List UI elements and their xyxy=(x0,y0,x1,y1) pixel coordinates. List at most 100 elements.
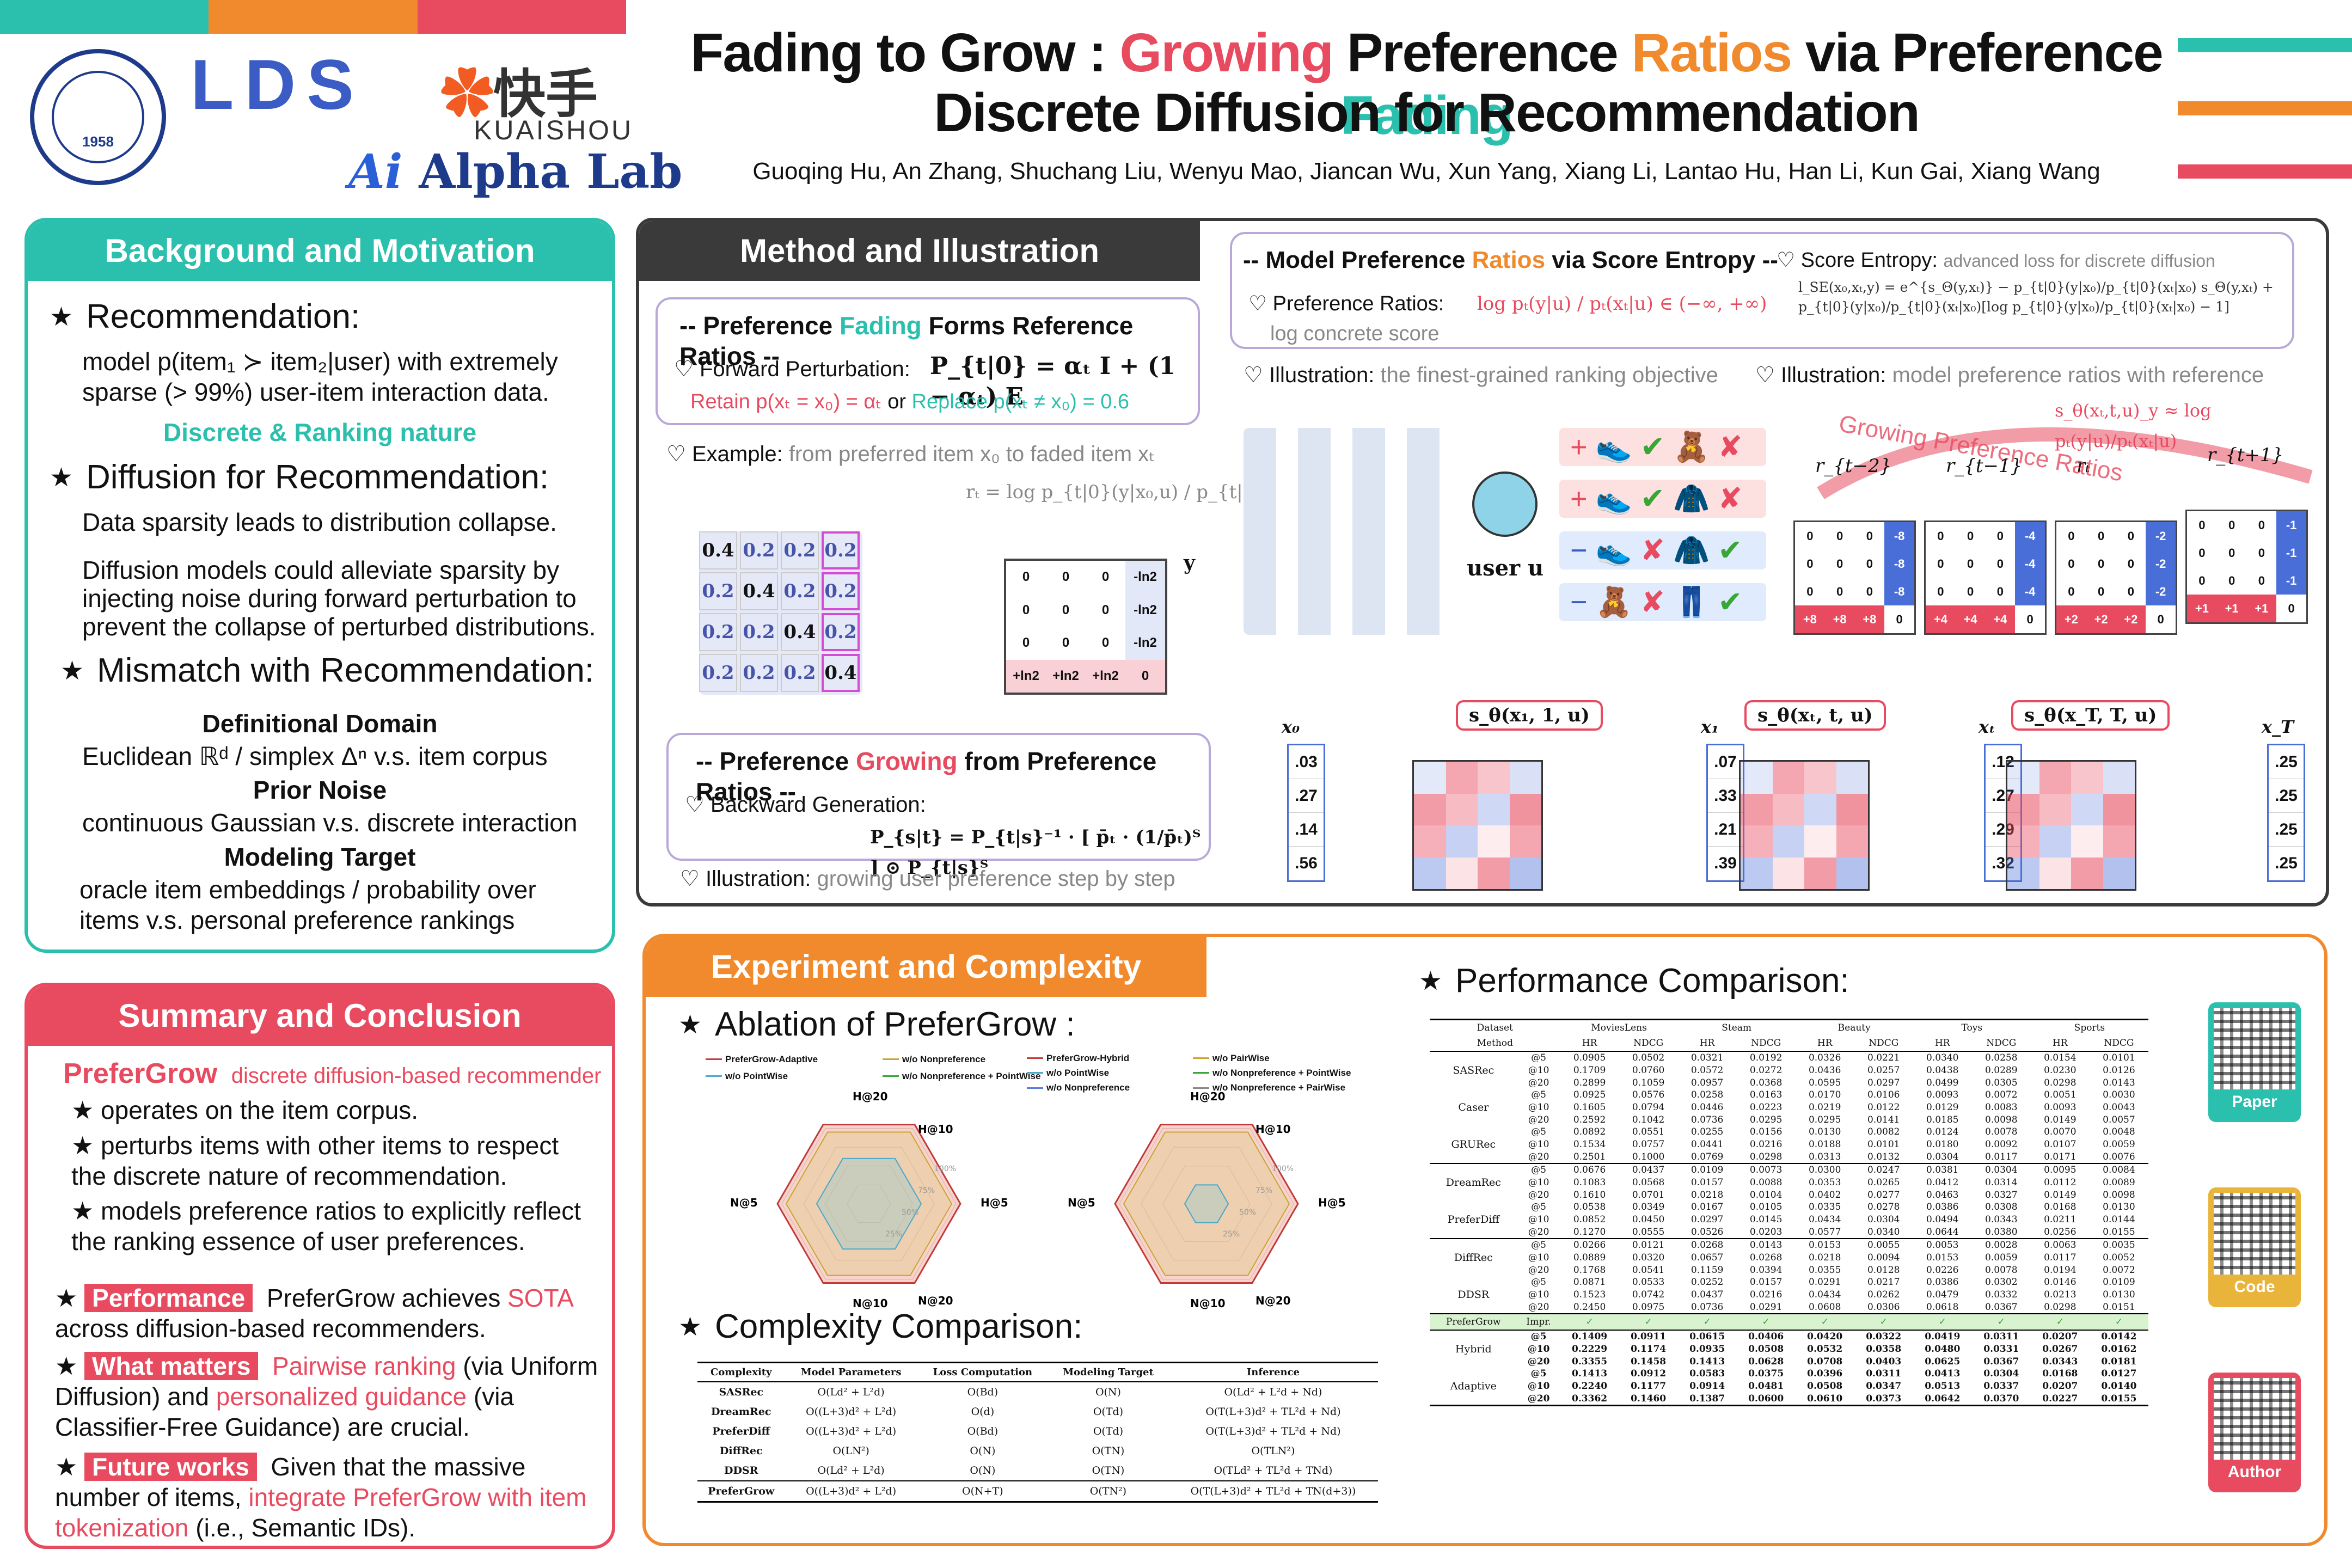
table-cell: 0.0436 xyxy=(1808,1065,1841,1076)
table-cell: 0.0494 xyxy=(1926,1214,1959,1225)
table-cell: 0.2240 xyxy=(1572,1381,1608,1392)
qr-code[interactable]: Author xyxy=(2208,1373,2301,1492)
table-cell: 0.0676 xyxy=(1573,1165,1606,1175)
table-cell: 0.0295 xyxy=(1808,1114,1841,1125)
heatmap-cell xyxy=(2071,793,2103,825)
table-header-cell: Sports xyxy=(2074,1022,2105,1033)
table-cell: 0.0083 xyxy=(1985,1102,2018,1113)
grid-cell: 0.2 xyxy=(822,613,860,651)
ratio-cell: 0 xyxy=(2228,573,2235,587)
pref-ratio-sub: log concrete score xyxy=(1270,322,1440,345)
star-icon: ★ xyxy=(1419,966,1443,996)
table-cell: @20 xyxy=(1528,1077,1549,1088)
vector-label: x₀ xyxy=(1282,716,1300,737)
table-cell: 0.1000 xyxy=(1632,1152,1665,1162)
title-growing: Growing xyxy=(1119,22,1334,83)
ablation-legend-2: PreferGrow-Hybrid w/o PairWise w/o PointWi… xyxy=(1027,1051,1353,1095)
table-cell: @20 xyxy=(1528,1114,1549,1125)
table-cell: 0.0130 xyxy=(2103,1202,2135,1212)
growing-ratio-arrow xyxy=(1817,427,2313,500)
table-cell: 0.1387 xyxy=(1689,1393,1725,1404)
table-row: @5 0.0266 0.0121 0.0268 0.0143 0.0153 0.0055 0.… xyxy=(1430,1239,2148,1251)
qr-code[interactable]: Paper xyxy=(2208,1002,2301,1122)
table-cell: 0.0326 xyxy=(1808,1052,1841,1063)
performance-tag: Performance xyxy=(84,1284,253,1312)
table-cell: 0.0402 xyxy=(1808,1190,1841,1200)
preference-value: .56 xyxy=(1289,847,1324,880)
legend-entry: PreferGrow-Adaptive xyxy=(706,1051,877,1067)
grid-cell: 0.2 xyxy=(699,613,737,651)
radar-grid xyxy=(825,1166,913,1242)
table-cell: @5 xyxy=(1531,1089,1546,1100)
table-cell: 0.0420 xyxy=(1807,1331,1843,1342)
grid-cell: 0.2 xyxy=(781,531,819,569)
qr-pattern xyxy=(2214,1193,2295,1275)
table-cell: O(TLN²) xyxy=(1251,1445,1295,1457)
table-cell: 0.0386 xyxy=(1926,1202,1959,1212)
ratio-cell: 0 xyxy=(1937,584,1944,598)
table-cell: ✓ xyxy=(1703,1316,1711,1327)
table-cell: 0.0059 xyxy=(2103,1139,2135,1150)
score-title: -- Model Preference Ratios via Score Ent… xyxy=(1243,245,1778,275)
table-row: SASRec @10 0.1709 0.0760 0.0572 0.0272 0.0436 0… xyxy=(1430,1064,2148,1077)
ln-cell: 0 xyxy=(1062,602,1070,617)
legend-swatch xyxy=(706,1058,722,1060)
table-cell: 0.0644 xyxy=(1926,1227,1959,1238)
heatmap xyxy=(2006,760,2136,891)
ln-cell: 0 xyxy=(1022,635,1030,651)
table-cell: 0.0130 xyxy=(2103,1289,2135,1300)
heatmap-cell xyxy=(2071,857,2103,889)
table-cell: 0.3362 xyxy=(1572,1393,1608,1404)
table-cell: 0.1270 xyxy=(1573,1227,1606,1238)
table-cell: 0.0252 xyxy=(1690,1277,1724,1288)
heatmap-cell xyxy=(1478,857,1510,889)
heatmap-cell xyxy=(1509,857,1541,889)
ratio-cell: -1 xyxy=(2276,511,2306,539)
table-cell: 0.0098 xyxy=(2103,1190,2135,1200)
table-cell: 0.0343 xyxy=(1985,1214,2018,1225)
grid-cell: 0.2 xyxy=(822,572,860,610)
rec-heading: ★ Recommendation: xyxy=(50,297,360,336)
legend-entry: w/o Nonpreference + PointWise xyxy=(883,1068,1054,1084)
ratio-cell: 0 xyxy=(1836,584,1843,598)
ratio-cell: 0 xyxy=(1866,584,1873,598)
table-cell: PreferGrow xyxy=(708,1485,775,1497)
table-cell: 0.0203 xyxy=(1749,1227,1783,1238)
table-cell: 0.0551 xyxy=(1632,1126,1665,1137)
table-cell: 0.0072 xyxy=(1985,1089,2018,1100)
title-fading: Fading xyxy=(1340,85,1514,146)
qr-codes: Paper Code Author xyxy=(2197,1002,2306,1520)
complexity-heading-text: Complexity Comparison: xyxy=(715,1308,1083,1345)
table-cell: O(Td) xyxy=(1093,1425,1124,1437)
table-cell: 0.0347 xyxy=(1866,1381,1902,1392)
ln-cell: 0 xyxy=(1062,635,1070,651)
table-cell: 0.0194 xyxy=(2044,1265,2077,1276)
table-header-cell: NDCG xyxy=(1751,1038,1781,1049)
method-title: Method and Illustration xyxy=(639,221,1200,281)
future-works-item: ★ Future works Given that the massive nu… xyxy=(55,1453,587,1542)
table-cell: 0.0914 xyxy=(1689,1381,1725,1392)
table-cell: 0.0188 xyxy=(1808,1139,1841,1150)
table-cell: 0.0154 xyxy=(2044,1052,2077,1063)
grid-cell: 0.2 xyxy=(781,654,819,692)
method-name xyxy=(1430,1163,1517,1176)
table-cell: 0.1605 xyxy=(1573,1102,1606,1113)
table-cell: 0.0132 xyxy=(1867,1152,1900,1162)
table-row: Adaptive @10 0.2240 0.1177 0.0914 0.0481 0.050… xyxy=(1430,1380,2148,1393)
table-cell: O(T(L+3)d² + TL²d + Nd) xyxy=(1205,1425,1341,1437)
table-cell: 0.0084 xyxy=(2103,1165,2135,1175)
ratio-cell: +1 xyxy=(2216,595,2247,622)
ill3-text: model preference ratios with reference xyxy=(1892,363,2264,387)
table-cell: 0.0258 xyxy=(1690,1089,1724,1100)
table-cell: 0.0157 xyxy=(1749,1277,1783,1288)
qr-code[interactable]: Code xyxy=(2208,1187,2301,1307)
table-header-cell: Steam xyxy=(1722,1022,1752,1033)
ratio-cell: 0 xyxy=(2098,556,2105,571)
table-cell: O(TN) xyxy=(1092,1445,1125,1457)
table-header-cell: Dataset xyxy=(1477,1022,1513,1033)
table-cell: 0.0257 xyxy=(1867,1065,1900,1076)
table-cell: 0.0146 xyxy=(2044,1277,2077,1288)
table-cell: @10 xyxy=(1528,1102,1549,1113)
probability-grid: 0.4 0.2 0.2 0.2 0.2 0.4 0.2 0.2 0.2 0.2 0.4 0.2 0.2 0… xyxy=(699,531,862,695)
table-cell: 0.0437 xyxy=(1632,1165,1665,1175)
